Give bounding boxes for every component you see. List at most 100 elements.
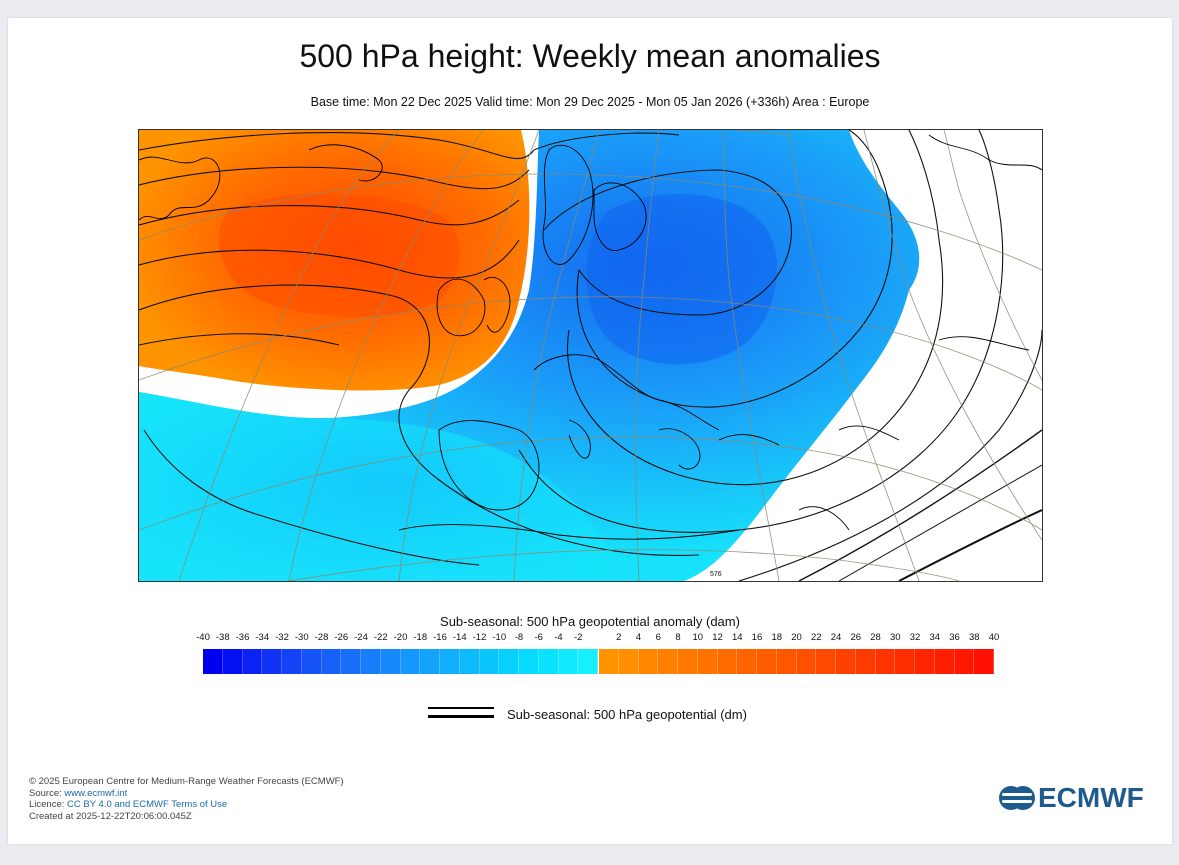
- negative-tick-label: -24: [354, 632, 368, 643]
- negative-color-cell: [400, 649, 421, 674]
- negative-color-cell: [519, 649, 539, 674]
- map-canvas: 576: [139, 130, 1042, 581]
- positive-tick-label: 10: [692, 632, 704, 643]
- negative-tick-label: -20: [393, 632, 408, 643]
- ecmwf-logo-icon: [999, 786, 1035, 810]
- chart-sheet: 500 hPa height: Weekly mean anomalies Ba…: [8, 18, 1172, 844]
- ecmwf-logo[interactable]: ECMWF: [998, 782, 1144, 813]
- licence-link[interactable]: CC BY 4.0 and ECMWF Terms of Use: [67, 799, 228, 810]
- positive-tick-label: 8: [675, 632, 681, 643]
- negative-color-cell: [578, 649, 598, 674]
- cold-anomaly-southwest: [139, 392, 619, 581]
- lat-lon-grid: [139, 130, 1042, 581]
- positive-color-cell: [836, 649, 856, 674]
- negative-tick-label: -4: [554, 632, 563, 643]
- positive-color-cell: [796, 649, 817, 674]
- negative-tick-label: -18: [413, 632, 428, 643]
- negative-tick-label: -10: [492, 632, 507, 643]
- footer-source: Source: www.ecmwf.int: [29, 787, 128, 799]
- positive-tick-label: 16: [751, 632, 763, 643]
- positive-color-cell: [658, 649, 678, 674]
- positive-color-cell: [915, 649, 935, 674]
- negative-color-cell: [440, 649, 460, 674]
- negative-color-cell: [282, 649, 302, 674]
- negative-tick-label: -28: [314, 632, 329, 643]
- positive-color-cell: [599, 649, 619, 674]
- negative-color-cell: [380, 649, 401, 674]
- negative-color-cell: [262, 649, 282, 674]
- geopotential-contours: [139, 130, 1042, 581]
- negative-tick-label: -40: [196, 632, 210, 643]
- positive-color-cell: [678, 649, 698, 674]
- negative-color-cell: [558, 649, 579, 674]
- negative-tick-label: -8: [514, 632, 524, 643]
- negative-color-cell: [242, 649, 263, 674]
- positive-tick-label: 18: [771, 632, 783, 643]
- negative-color-cell: [301, 649, 322, 674]
- negative-tick-label: -34: [255, 632, 270, 643]
- positive-tick-label: 24: [830, 632, 842, 643]
- positive-tick-label: 30: [889, 632, 901, 643]
- positive-color-cell: [954, 649, 975, 674]
- positive-color-cell: [717, 649, 738, 674]
- positive-tick-label: 28: [870, 632, 881, 643]
- negative-tick-label: -32: [275, 632, 289, 643]
- footer-created: Created at 2025-12-22T20:06:00.045Z: [29, 810, 192, 822]
- positive-color-cell: [737, 649, 757, 674]
- negative-tick-label: -16: [433, 632, 447, 643]
- positive-color-cell: [618, 649, 639, 674]
- negative-color-cell: [203, 649, 223, 674]
- positive-tick-label: 20: [791, 632, 802, 643]
- cold-anomaly-core: [586, 193, 778, 365]
- negative-tick-label: -14: [452, 632, 467, 643]
- chart-title: 500 hPa height: Weekly mean anomalies: [299, 38, 881, 74]
- negative-color-cell: [361, 649, 381, 674]
- negative-color-cell: [538, 649, 559, 674]
- negative-tick-label: -2: [574, 632, 583, 643]
- positive-tick-label: 4: [635, 632, 642, 643]
- positive-color-cell: [875, 649, 896, 674]
- negative-tick-label: -26: [334, 632, 349, 643]
- legend-positive-colorbar: [599, 649, 994, 674]
- source-link[interactable]: www.ecmwf.int: [64, 787, 128, 799]
- positive-color-cell: [697, 649, 718, 674]
- positive-tick-label: 34: [929, 632, 941, 643]
- positive-color-cell: [855, 649, 876, 674]
- negative-tick-label: -36: [235, 632, 250, 643]
- positive-color-cell: [934, 649, 955, 674]
- negative-tick-label: -38: [215, 632, 230, 643]
- footer: © 2025 European Centre for Medium-Range …: [29, 776, 344, 822]
- europe-anomaly-map: 576: [138, 129, 1043, 582]
- positive-tick-label: 26: [850, 632, 862, 643]
- contour-line-legend-label: Sub-seasonal: 500 hPa geopotential (dm): [507, 707, 747, 722]
- contour-label: 576: [710, 571, 722, 578]
- positive-tick-label: 22: [810, 632, 822, 643]
- positive-tick-label: 6: [655, 632, 661, 643]
- negative-tick-label: -30: [294, 632, 309, 643]
- warm-anomaly-core: [219, 193, 460, 317]
- positive-tick-label: 2: [616, 632, 622, 643]
- negative-color-cell: [479, 649, 500, 674]
- subtropical-contours: [798, 429, 1042, 581]
- legend-negative-colorbar: [203, 649, 598, 674]
- negative-color-cell: [341, 649, 361, 674]
- negative-tick-label: -22: [373, 632, 388, 643]
- negative-color-cell: [420, 649, 440, 674]
- positive-color-cell: [638, 649, 659, 674]
- positive-color-cell: [757, 649, 777, 674]
- negative-color-cell: [499, 649, 519, 674]
- contour-line-legend-symbol: [428, 706, 496, 720]
- negative-color-cell: [459, 649, 480, 674]
- negative-tick-label: -12: [472, 632, 487, 643]
- positive-color-cell: [974, 649, 994, 674]
- footer-copyright: © 2025 European Centre for Medium-Range …: [29, 776, 344, 787]
- positive-tick-label: 32: [909, 632, 921, 643]
- footer-licence: Licence: CC BY 4.0 and ECMWF Terms of Us…: [29, 799, 228, 810]
- legend-title: Sub-seasonal: 500 hPa geopotential anoma…: [440, 614, 740, 629]
- negative-tick-label: -6: [534, 632, 543, 643]
- positive-tick-label: 12: [712, 632, 723, 643]
- positive-tick-label: 36: [949, 632, 960, 643]
- positive-color-cell: [895, 649, 915, 674]
- negative-color-cell: [222, 649, 243, 674]
- positive-color-cell: [816, 649, 836, 674]
